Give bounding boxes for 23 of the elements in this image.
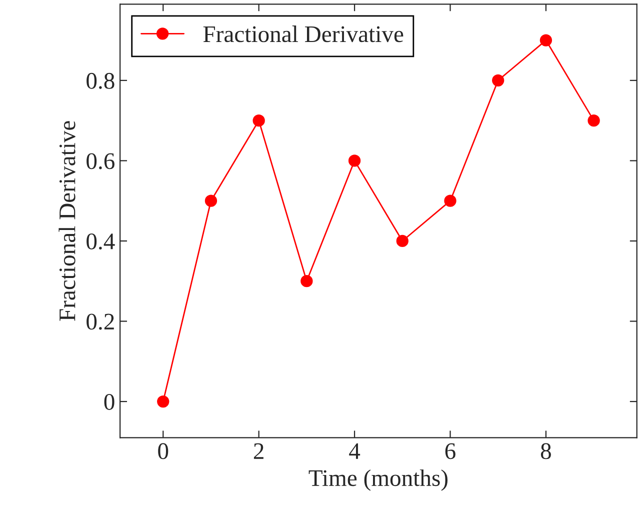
y-tick-label: 0.4 — [86, 233, 115, 250]
point — [204, 194, 218, 207]
x-tick-label: 4 — [349, 443, 360, 459]
y-tick-label: 0.6 — [86, 153, 114, 170]
x-axis-title: Time (months) — [308, 469, 448, 491]
y-tick-label: 0 — [104, 394, 114, 410]
x-tick-label: 8 — [540, 443, 551, 460]
point — [588, 114, 600, 127]
y-axis-title: Fractional Derivative — [58, 121, 76, 321]
point — [396, 234, 408, 248]
point — [444, 194, 456, 207]
x-tick-label: 6 — [445, 443, 456, 460]
legend-label: Fractional Derivative — [203, 26, 404, 42]
point — [540, 34, 552, 46]
x-tick-label: 0 — [158, 443, 168, 460]
point — [348, 154, 361, 167]
y-tick-label: 0.2 — [86, 314, 114, 330]
point — [300, 275, 313, 288]
point — [492, 74, 504, 86]
point — [157, 395, 170, 408]
y-tick-label: 0.8 — [86, 72, 114, 89]
point — [252, 114, 265, 127]
x-tick-label: 2 — [254, 443, 264, 459]
